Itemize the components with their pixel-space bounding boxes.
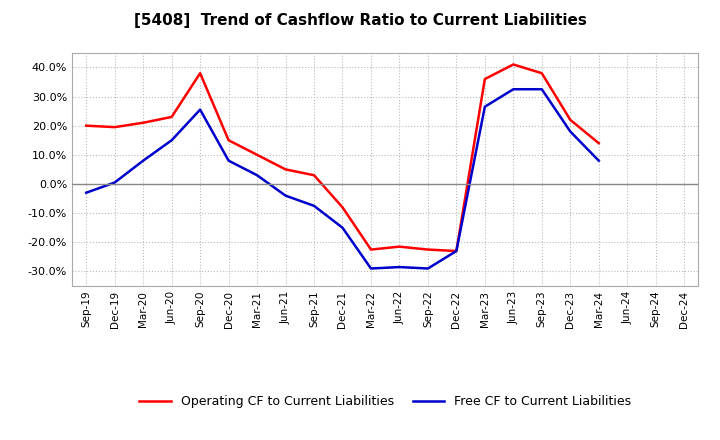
Operating CF to Current Liabilities	[509, 62, 518, 67]
Free CF to Current Liabilities	[423, 266, 432, 271]
Line: Operating CF to Current Liabilities: Operating CF to Current Liabilities	[86, 64, 599, 251]
Text: [5408]  Trend of Cashflow Ratio to Current Liabilities: [5408] Trend of Cashflow Ratio to Curren…	[134, 13, 586, 28]
Free CF to Current Liabilities	[452, 248, 461, 253]
Operating CF to Current Liabilities	[480, 77, 489, 82]
Operating CF to Current Liabilities	[566, 117, 575, 122]
Line: Free CF to Current Liabilities: Free CF to Current Liabilities	[86, 89, 599, 268]
Free CF to Current Liabilities	[82, 190, 91, 195]
Free CF to Current Liabilities	[338, 225, 347, 231]
Operating CF to Current Liabilities	[167, 114, 176, 120]
Free CF to Current Liabilities	[366, 266, 375, 271]
Operating CF to Current Liabilities	[310, 172, 318, 178]
Operating CF to Current Liabilities	[139, 120, 148, 125]
Free CF to Current Liabilities	[480, 104, 489, 110]
Operating CF to Current Liabilities	[395, 244, 404, 249]
Free CF to Current Liabilities	[196, 107, 204, 112]
Operating CF to Current Liabilities	[452, 248, 461, 253]
Operating CF to Current Liabilities	[196, 70, 204, 76]
Operating CF to Current Liabilities	[423, 247, 432, 252]
Free CF to Current Liabilities	[282, 193, 290, 198]
Free CF to Current Liabilities	[253, 172, 261, 178]
Free CF to Current Liabilities	[139, 158, 148, 163]
Free CF to Current Liabilities	[537, 87, 546, 92]
Operating CF to Current Liabilities	[366, 247, 375, 252]
Free CF to Current Liabilities	[110, 180, 119, 185]
Operating CF to Current Liabilities	[225, 138, 233, 143]
Free CF to Current Liabilities	[395, 264, 404, 270]
Operating CF to Current Liabilities	[595, 140, 603, 146]
Operating CF to Current Liabilities	[537, 70, 546, 76]
Free CF to Current Liabilities	[225, 158, 233, 163]
Operating CF to Current Liabilities	[282, 167, 290, 172]
Free CF to Current Liabilities	[310, 203, 318, 209]
Legend: Operating CF to Current Liabilities, Free CF to Current Liabilities: Operating CF to Current Liabilities, Fre…	[135, 390, 636, 413]
Free CF to Current Liabilities	[509, 87, 518, 92]
Free CF to Current Liabilities	[566, 129, 575, 134]
Free CF to Current Liabilities	[595, 158, 603, 163]
Operating CF to Current Liabilities	[82, 123, 91, 128]
Operating CF to Current Liabilities	[110, 125, 119, 130]
Operating CF to Current Liabilities	[338, 205, 347, 210]
Operating CF to Current Liabilities	[253, 152, 261, 158]
Free CF to Current Liabilities	[167, 138, 176, 143]
